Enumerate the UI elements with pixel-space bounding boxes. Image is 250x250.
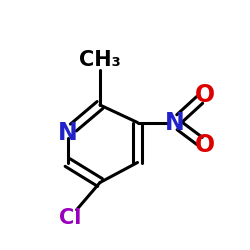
Text: Cl: Cl xyxy=(59,208,81,228)
Text: N: N xyxy=(165,110,185,134)
Text: O: O xyxy=(195,133,215,157)
Text: CH₃: CH₃ xyxy=(79,50,121,70)
Text: O: O xyxy=(195,83,215,107)
Text: N: N xyxy=(58,120,78,144)
